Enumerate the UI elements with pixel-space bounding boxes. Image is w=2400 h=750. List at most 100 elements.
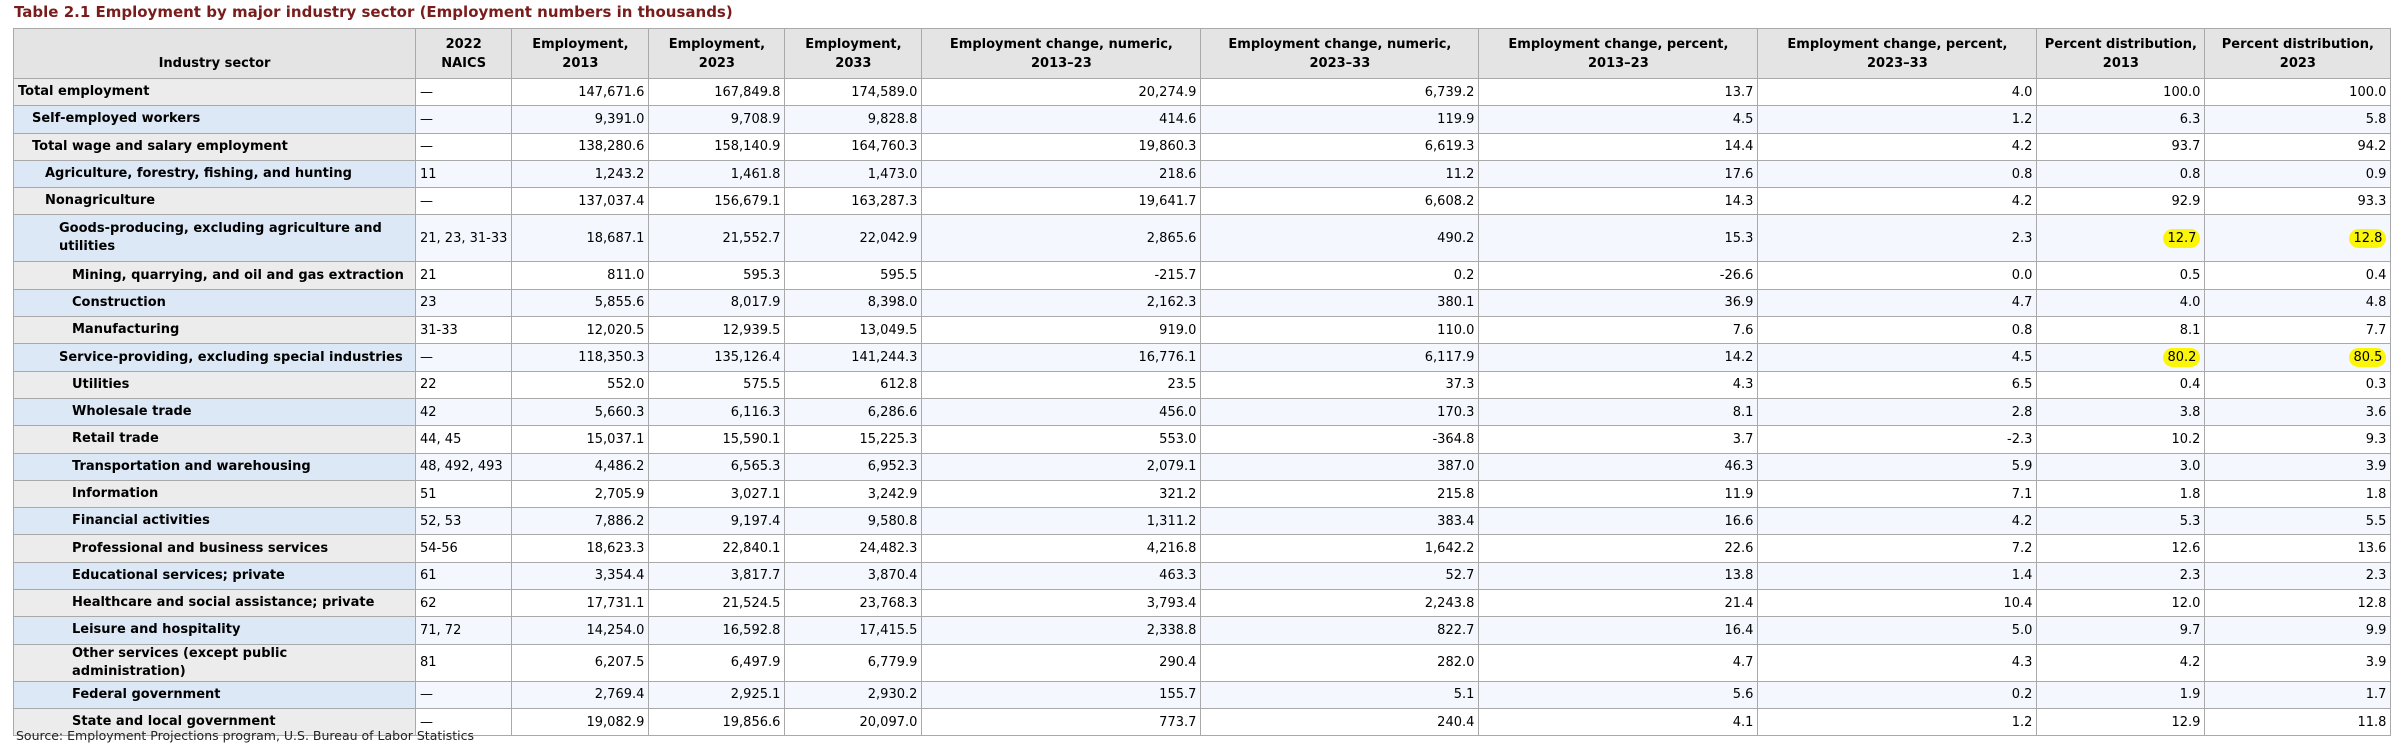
cell-emp2013: 14,254.0 — [511, 616, 650, 645]
cell-naics: — — [414, 187, 513, 216]
row-sector-name: Educational services; private — [13, 561, 416, 591]
cell-naics: 61 — [414, 561, 513, 591]
cell-dist2013: 0.4 — [2036, 370, 2206, 399]
col-header-chgnum2333[interactable]: Employment change, numeric, 2023–33 — [1200, 28, 1480, 79]
cell-dist2013: 80.2 — [2036, 343, 2206, 372]
cell-dist2013: 5.3 — [2036, 507, 2206, 536]
col-header-chgpct2333[interactable]: Employment change, percent, 2023–33 — [1757, 28, 2038, 79]
cell-chgpct2333: 4.7 — [1757, 288, 2038, 318]
cell-chgnum2333: 215.8 — [1200, 479, 1480, 509]
cell-dist2013: 1.8 — [2036, 479, 2206, 509]
cell-chgpct2333: 0.8 — [1757, 159, 2038, 189]
cell-chgpct1323: 13.8 — [1478, 561, 1759, 591]
cell-emp2023: 16,592.8 — [648, 616, 786, 645]
cell-dist2013: 0.8 — [2036, 159, 2206, 189]
cell-chgnum1323: 2,162.3 — [921, 288, 1202, 318]
cell-emp2033: 22,042.9 — [784, 214, 923, 263]
cell-chgnum2333: 11.2 — [1200, 159, 1480, 189]
cell-chgnum1323: 23.5 — [921, 370, 1202, 399]
cell-chgnum1323: 16,776.1 — [921, 343, 1202, 372]
highlight-mark: 12.7 — [2163, 228, 2201, 248]
table-row: Leisure and hospitality 71, 72 14,254.0 16,… — [13, 616, 2392, 645]
cell-dist2013: 100.0 — [2036, 77, 2206, 107]
row-sector-name: Mining, quarrying, and oil and gas extra… — [13, 261, 416, 290]
cell-chgpct2333: 4.3 — [1757, 643, 2038, 682]
row-sector-name: Total employment — [13, 77, 416, 107]
cell-emp2023: 3,817.7 — [648, 561, 786, 591]
col-header-emp2023[interactable]: Employment, 2023 — [648, 28, 786, 79]
cell-emp2033: 13,049.5 — [784, 316, 923, 345]
cell-emp2023: 2,925.1 — [648, 680, 786, 709]
cell-chgnum2333: 37.3 — [1200, 370, 1480, 399]
row-sector-name: Goods-producing, excluding agriculture a… — [13, 214, 416, 263]
table-body: Total employment —147,671.6 167,849.8 174,5… — [13, 77, 2392, 737]
col-header-dist2013[interactable]: Percent distribution, 2013 — [2036, 28, 2206, 79]
cell-chgnum2333: 170.3 — [1200, 397, 1480, 427]
col-header-sector[interactable]: Industry sector — [13, 28, 416, 79]
col-header-emp2013[interactable]: Employment, 2013 — [511, 28, 650, 79]
cell-chgpct1323: 4.3 — [1478, 370, 1759, 399]
cell-emp2033: 174,589.0 — [784, 77, 923, 107]
employment-table: Industry sector 2022 NAICS Employment, 2… — [13, 28, 2392, 737]
row-sector-name: Self-employed workers — [13, 105, 416, 134]
table-row: Other services (except public administra… — [13, 643, 2392, 682]
cell-emp2013: 2,705.9 — [511, 479, 650, 509]
cell-emp2033: 163,287.3 — [784, 187, 923, 216]
col-header-emp2033[interactable]: Employment, 2033 — [784, 28, 923, 79]
cell-chgpct1323: 16.4 — [1478, 616, 1759, 645]
cell-chgnum2333: 282.0 — [1200, 643, 1480, 682]
cell-chgnum2333: 387.0 — [1200, 452, 1480, 481]
cell-chgpct1323: 21.4 — [1478, 589, 1759, 618]
cell-chgnum2333: 822.7 — [1200, 616, 1480, 645]
cell-emp2013: 3,354.4 — [511, 561, 650, 591]
cell-emp2023: 8,017.9 — [648, 288, 786, 318]
cell-chgpct2333: 1.2 — [1757, 105, 2038, 134]
table-row: Wholesale trade 42 5,660.3 6,116.3 6,286.6 45… — [13, 397, 2392, 427]
col-header-dist2023[interactable]: Percent distribution, 2023 — [2204, 28, 2392, 79]
cell-dist2023: 12.8 — [2204, 589, 2392, 618]
cell-dist2023: 12.8 — [2204, 214, 2392, 263]
row-sector-name: Manufacturing — [13, 316, 416, 345]
cell-dist2013: 93.7 — [2036, 132, 2206, 161]
cell-chgpct1323: 7.6 — [1478, 316, 1759, 345]
cell-dist2013: 6.3 — [2036, 105, 2206, 134]
table-row: Utilities 22 552.0 575.5 612.8 23.5 37.3 4.3 6.5… — [13, 370, 2392, 399]
cell-dist2023: 0.3 — [2204, 370, 2392, 399]
cell-naics: — — [414, 680, 513, 709]
cell-emp2013: 811.0 — [511, 261, 650, 290]
cell-emp2013: 118,350.3 — [511, 343, 650, 372]
col-header-naics[interactable]: 2022 NAICS — [414, 28, 513, 79]
cell-chgnum2333: 5.1 — [1200, 680, 1480, 709]
cell-dist2023: 11.8 — [2204, 707, 2392, 737]
source-note: Source: Employment Projections program, … — [16, 728, 475, 743]
cell-chgpct2333: 5.9 — [1757, 452, 2038, 481]
cell-dist2013: 10.2 — [2036, 425, 2206, 454]
cell-naics: 11 — [414, 159, 513, 189]
cell-chgnum2333: 6,117.9 — [1200, 343, 1480, 372]
cell-emp2023: 9,197.4 — [648, 507, 786, 536]
cell-dist2023: 4.8 — [2204, 288, 2392, 318]
cell-dist2023: 2.3 — [2204, 561, 2392, 591]
cell-dist2013: 8.1 — [2036, 316, 2206, 345]
col-header-chgpct1323[interactable]: Employment change, percent, 2013–23 — [1478, 28, 1759, 79]
cell-chgpct2333: -2.3 — [1757, 425, 2038, 454]
col-header-chgnum1323[interactable]: Employment change, numeric, 2013–23 — [921, 28, 1202, 79]
cell-dist2023: 100.0 — [2204, 77, 2392, 107]
cell-emp2023: 6,565.3 — [648, 452, 786, 481]
cell-emp2013: 6,207.5 — [511, 643, 650, 682]
cell-emp2023: 167,849.8 — [648, 77, 786, 107]
cell-chgnum2333: 380.1 — [1200, 288, 1480, 318]
cell-chgnum1323: 773.7 — [921, 707, 1202, 737]
cell-chgpct1323: 17.6 — [1478, 159, 1759, 189]
cell-chgpct1323: 4.7 — [1478, 643, 1759, 682]
cell-dist2013: 4.2 — [2036, 643, 2206, 682]
cell-chgpct2333: 7.1 — [1757, 479, 2038, 509]
cell-chgpct1323: 36.9 — [1478, 288, 1759, 318]
cell-emp2013: 5,660.3 — [511, 397, 650, 427]
cell-naics: 54-56 — [414, 534, 513, 563]
cell-chgnum1323: 553.0 — [921, 425, 1202, 454]
table-row: Manufacturing 31-33 12,020.5 12,939.5 13,049… — [13, 316, 2392, 345]
cell-emp2033: 17,415.5 — [784, 616, 923, 645]
highlight-mark: 12.8 — [2349, 228, 2387, 248]
